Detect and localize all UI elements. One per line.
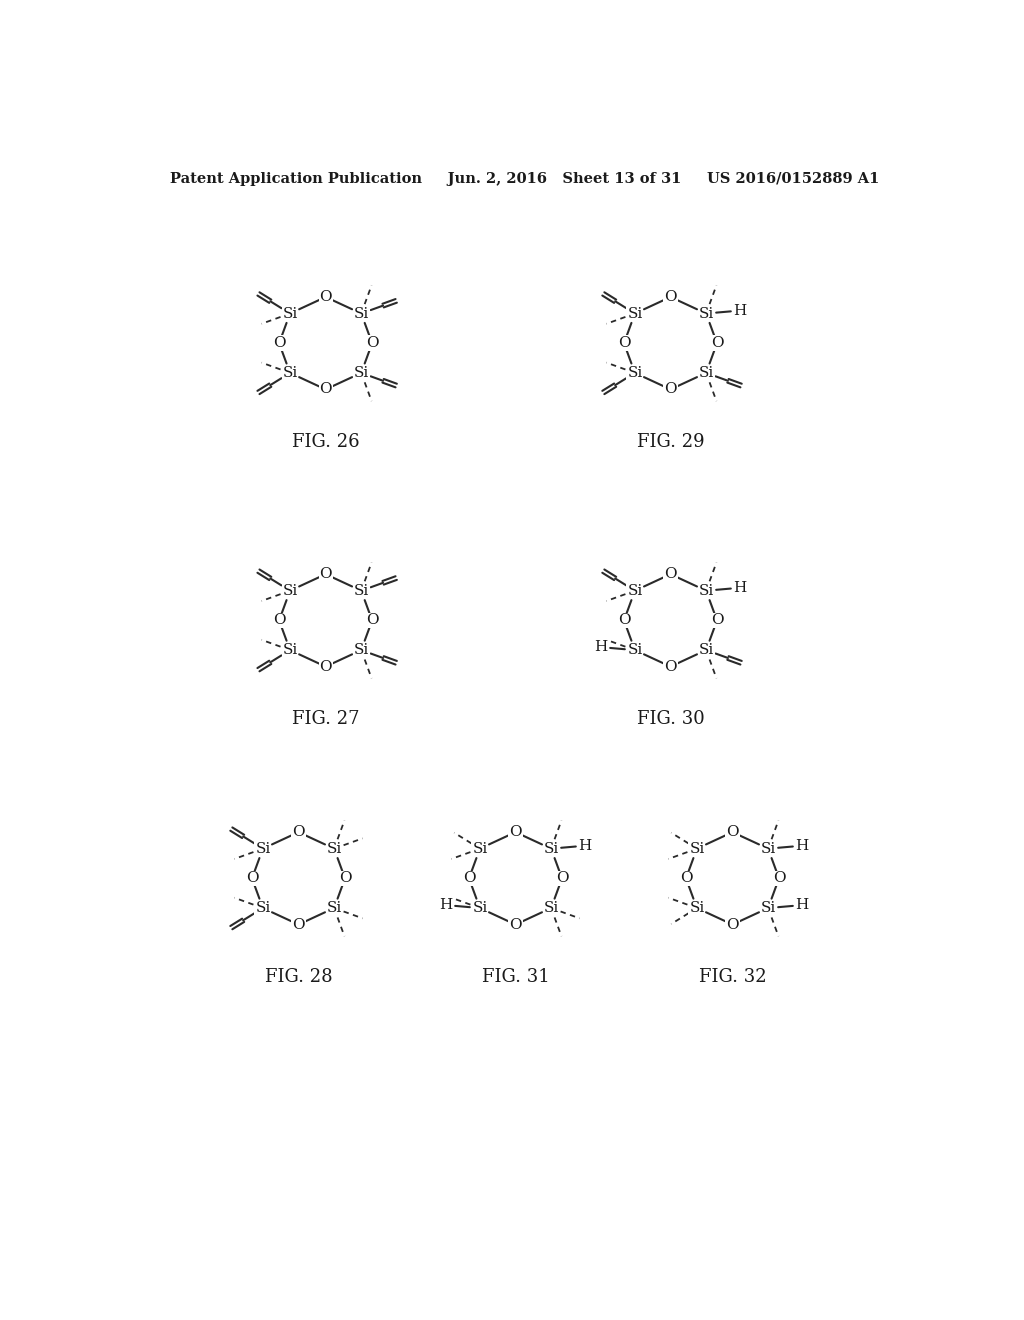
Text: Si: Si xyxy=(761,902,776,915)
Text: FIG. 32: FIG. 32 xyxy=(698,968,766,986)
Text: O: O xyxy=(319,568,332,581)
Text: Si: Si xyxy=(283,306,298,321)
Text: Si: Si xyxy=(698,306,714,321)
Text: Si: Si xyxy=(353,366,369,380)
Text: Si: Si xyxy=(353,306,369,321)
Text: Si: Si xyxy=(628,643,642,657)
Text: O: O xyxy=(665,568,677,581)
Text: Si: Si xyxy=(761,842,776,855)
Text: Si: Si xyxy=(628,306,642,321)
Text: O: O xyxy=(292,825,305,840)
Text: O: O xyxy=(556,871,568,886)
Text: Si: Si xyxy=(327,902,342,915)
Text: H: H xyxy=(733,581,746,595)
Text: Si: Si xyxy=(283,366,298,380)
Text: O: O xyxy=(319,383,332,396)
Text: O: O xyxy=(509,917,522,932)
Text: Si: Si xyxy=(353,583,369,598)
Text: Si: Si xyxy=(472,902,487,915)
Text: Si: Si xyxy=(472,842,487,855)
Text: O: O xyxy=(665,383,677,396)
Text: O: O xyxy=(509,825,522,840)
Text: O: O xyxy=(366,337,379,350)
Text: H: H xyxy=(796,838,809,853)
Text: Si: Si xyxy=(628,366,642,380)
Text: O: O xyxy=(246,871,258,886)
Text: Si: Si xyxy=(628,583,642,598)
Text: O: O xyxy=(726,917,738,932)
Text: O: O xyxy=(339,871,351,886)
Text: Si: Si xyxy=(255,842,270,855)
Text: H: H xyxy=(439,898,453,912)
Text: O: O xyxy=(711,337,723,350)
Text: Si: Si xyxy=(544,902,559,915)
Text: O: O xyxy=(711,614,723,627)
Text: O: O xyxy=(319,660,332,673)
Text: Si: Si xyxy=(689,842,705,855)
Text: O: O xyxy=(366,614,379,627)
Text: H: H xyxy=(579,838,592,853)
Text: Si: Si xyxy=(698,643,714,657)
Text: FIG. 27: FIG. 27 xyxy=(292,710,359,727)
Text: H: H xyxy=(733,304,746,318)
Text: Si: Si xyxy=(283,643,298,657)
Text: FIG. 28: FIG. 28 xyxy=(264,968,333,986)
Text: O: O xyxy=(665,290,677,304)
Text: O: O xyxy=(726,825,738,840)
Text: Si: Si xyxy=(698,583,714,598)
Text: O: O xyxy=(292,917,305,932)
Text: O: O xyxy=(773,871,785,886)
Text: Si: Si xyxy=(689,902,705,915)
Text: H: H xyxy=(796,898,809,912)
Text: O: O xyxy=(272,614,286,627)
Text: O: O xyxy=(617,614,631,627)
Text: Patent Application Publication     Jun. 2, 2016   Sheet 13 of 31     US 2016/015: Patent Application Publication Jun. 2, 2… xyxy=(170,172,880,186)
Text: Si: Si xyxy=(327,842,342,855)
Text: O: O xyxy=(319,290,332,304)
Text: Si: Si xyxy=(255,902,270,915)
Text: O: O xyxy=(617,337,631,350)
Text: O: O xyxy=(680,871,692,886)
Text: FIG. 30: FIG. 30 xyxy=(637,710,705,727)
Text: H: H xyxy=(594,640,607,655)
Text: O: O xyxy=(272,337,286,350)
Text: Si: Si xyxy=(544,842,559,855)
Text: Si: Si xyxy=(283,583,298,598)
Text: Si: Si xyxy=(698,366,714,380)
Text: FIG. 31: FIG. 31 xyxy=(481,968,549,986)
Text: O: O xyxy=(665,660,677,673)
Text: Si: Si xyxy=(353,643,369,657)
Text: FIG. 26: FIG. 26 xyxy=(292,433,359,450)
Text: FIG. 29: FIG. 29 xyxy=(637,433,705,450)
Text: O: O xyxy=(463,871,475,886)
